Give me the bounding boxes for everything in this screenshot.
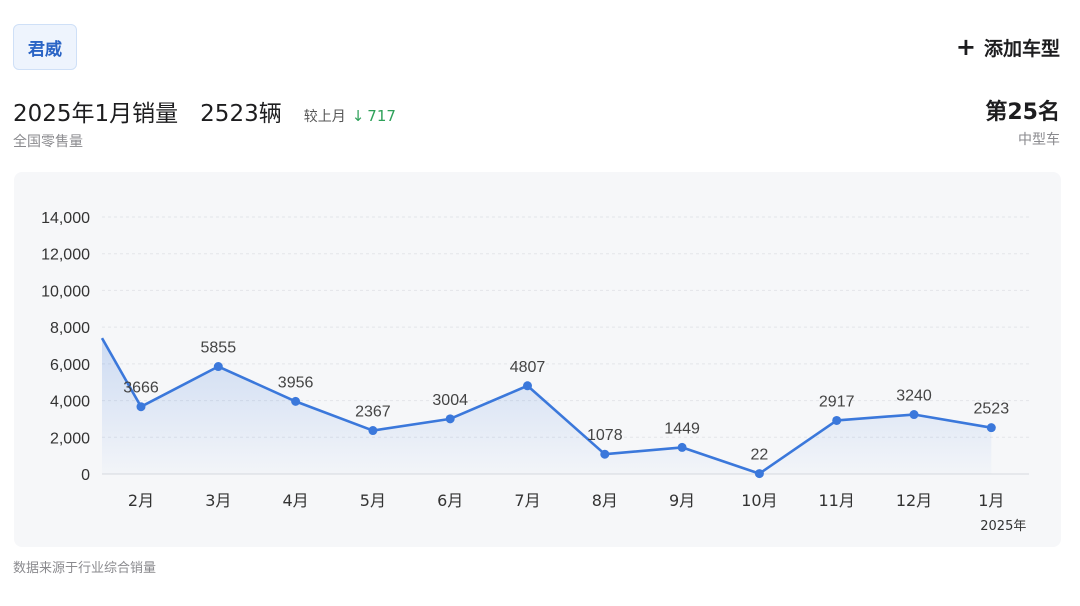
data-label: 3004: [432, 392, 468, 409]
data-source-note: 数据来源于行业综合销量: [13, 561, 157, 576]
y-tick-label: 0: [81, 467, 90, 484]
data-label: 22: [751, 447, 769, 464]
x-tick-label: 6月: [437, 491, 463, 510]
y-tick-label: 8,000: [50, 320, 90, 337]
data-label: 2917: [819, 393, 855, 410]
x-tick-label: 11月: [819, 491, 855, 510]
sales-headline: 2025年1月销量 2523辆 较上月 ↓ 717: [13, 94, 396, 128]
data-point: [986, 423, 996, 433]
add-model-label: 添加车型: [983, 37, 1060, 60]
x-tick-label: 3月: [205, 491, 231, 510]
y-tick-label: 14,000: [41, 210, 90, 227]
arrow-down-icon: ↓: [351, 107, 365, 125]
data-point: [909, 410, 919, 420]
data-point: [445, 414, 455, 424]
x-tick-label: 10月: [741, 491, 777, 510]
data-label: 3956: [278, 374, 314, 391]
model-tag[interactable]: 君威: [13, 24, 77, 70]
x-tick-label: 5月: [360, 491, 386, 510]
sales-title: 2025年1月销量: [13, 101, 179, 127]
rank-label: 第25名: [985, 100, 1060, 125]
data-point: [291, 396, 301, 406]
x-tick-label: 4月: [283, 491, 309, 510]
x-tick-label: 1月: [978, 491, 1004, 510]
x-tick-label: 2月: [128, 491, 154, 510]
data-label: 5855: [201, 340, 237, 357]
area-fill: [102, 338, 992, 474]
data-label: 3240: [896, 388, 932, 405]
y-tick-label: 10,000: [41, 283, 90, 300]
data-point: [600, 449, 610, 459]
sales-subtitle: 全国零售量: [13, 134, 83, 150]
delta-value: 717: [367, 107, 396, 125]
data-point: [136, 402, 146, 412]
data-label: 3666: [123, 380, 159, 397]
add-model-button[interactable]: + 添加车型: [956, 30, 1060, 64]
data-label: 2367: [355, 404, 391, 421]
line-chart-svg: 0 2,000 4,000 6,000 8,000 10,000 12,000 14,000 3…: [41, 210, 1029, 534]
plus-icon: +: [955, 33, 976, 61]
x-tick-label: 9月: [669, 491, 695, 510]
data-point: [213, 362, 223, 372]
data-label: 1078: [587, 427, 623, 444]
compare-label: 较上月: [303, 109, 346, 125]
x-tick-sublabel: 2025年: [980, 519, 1026, 534]
data-point: [523, 381, 532, 391]
sales-units: 2523辆: [200, 101, 282, 127]
x-tick-label: 7月: [514, 491, 540, 510]
data-label: 1449: [664, 420, 700, 437]
rank-category: 中型车: [1018, 132, 1060, 148]
data-point: [832, 415, 842, 425]
data-label: 2523: [974, 401, 1010, 418]
data-label: 4807: [510, 359, 546, 376]
sales-chart: 0 2,000 4,000 6,000 8,000 10,000 12,000 14,000 3…: [14, 172, 1061, 547]
y-tick-label: 6,000: [50, 357, 90, 374]
data-point: [677, 442, 687, 452]
y-tick-label: 12,000: [41, 247, 90, 264]
data-point: [754, 469, 764, 479]
y-tick-label: 2,000: [50, 430, 90, 447]
y-tick-label: 4,000: [50, 394, 90, 411]
data-point: [368, 426, 378, 436]
x-tick-label: 8月: [592, 491, 618, 510]
x-tick-label: 12月: [896, 491, 932, 510]
